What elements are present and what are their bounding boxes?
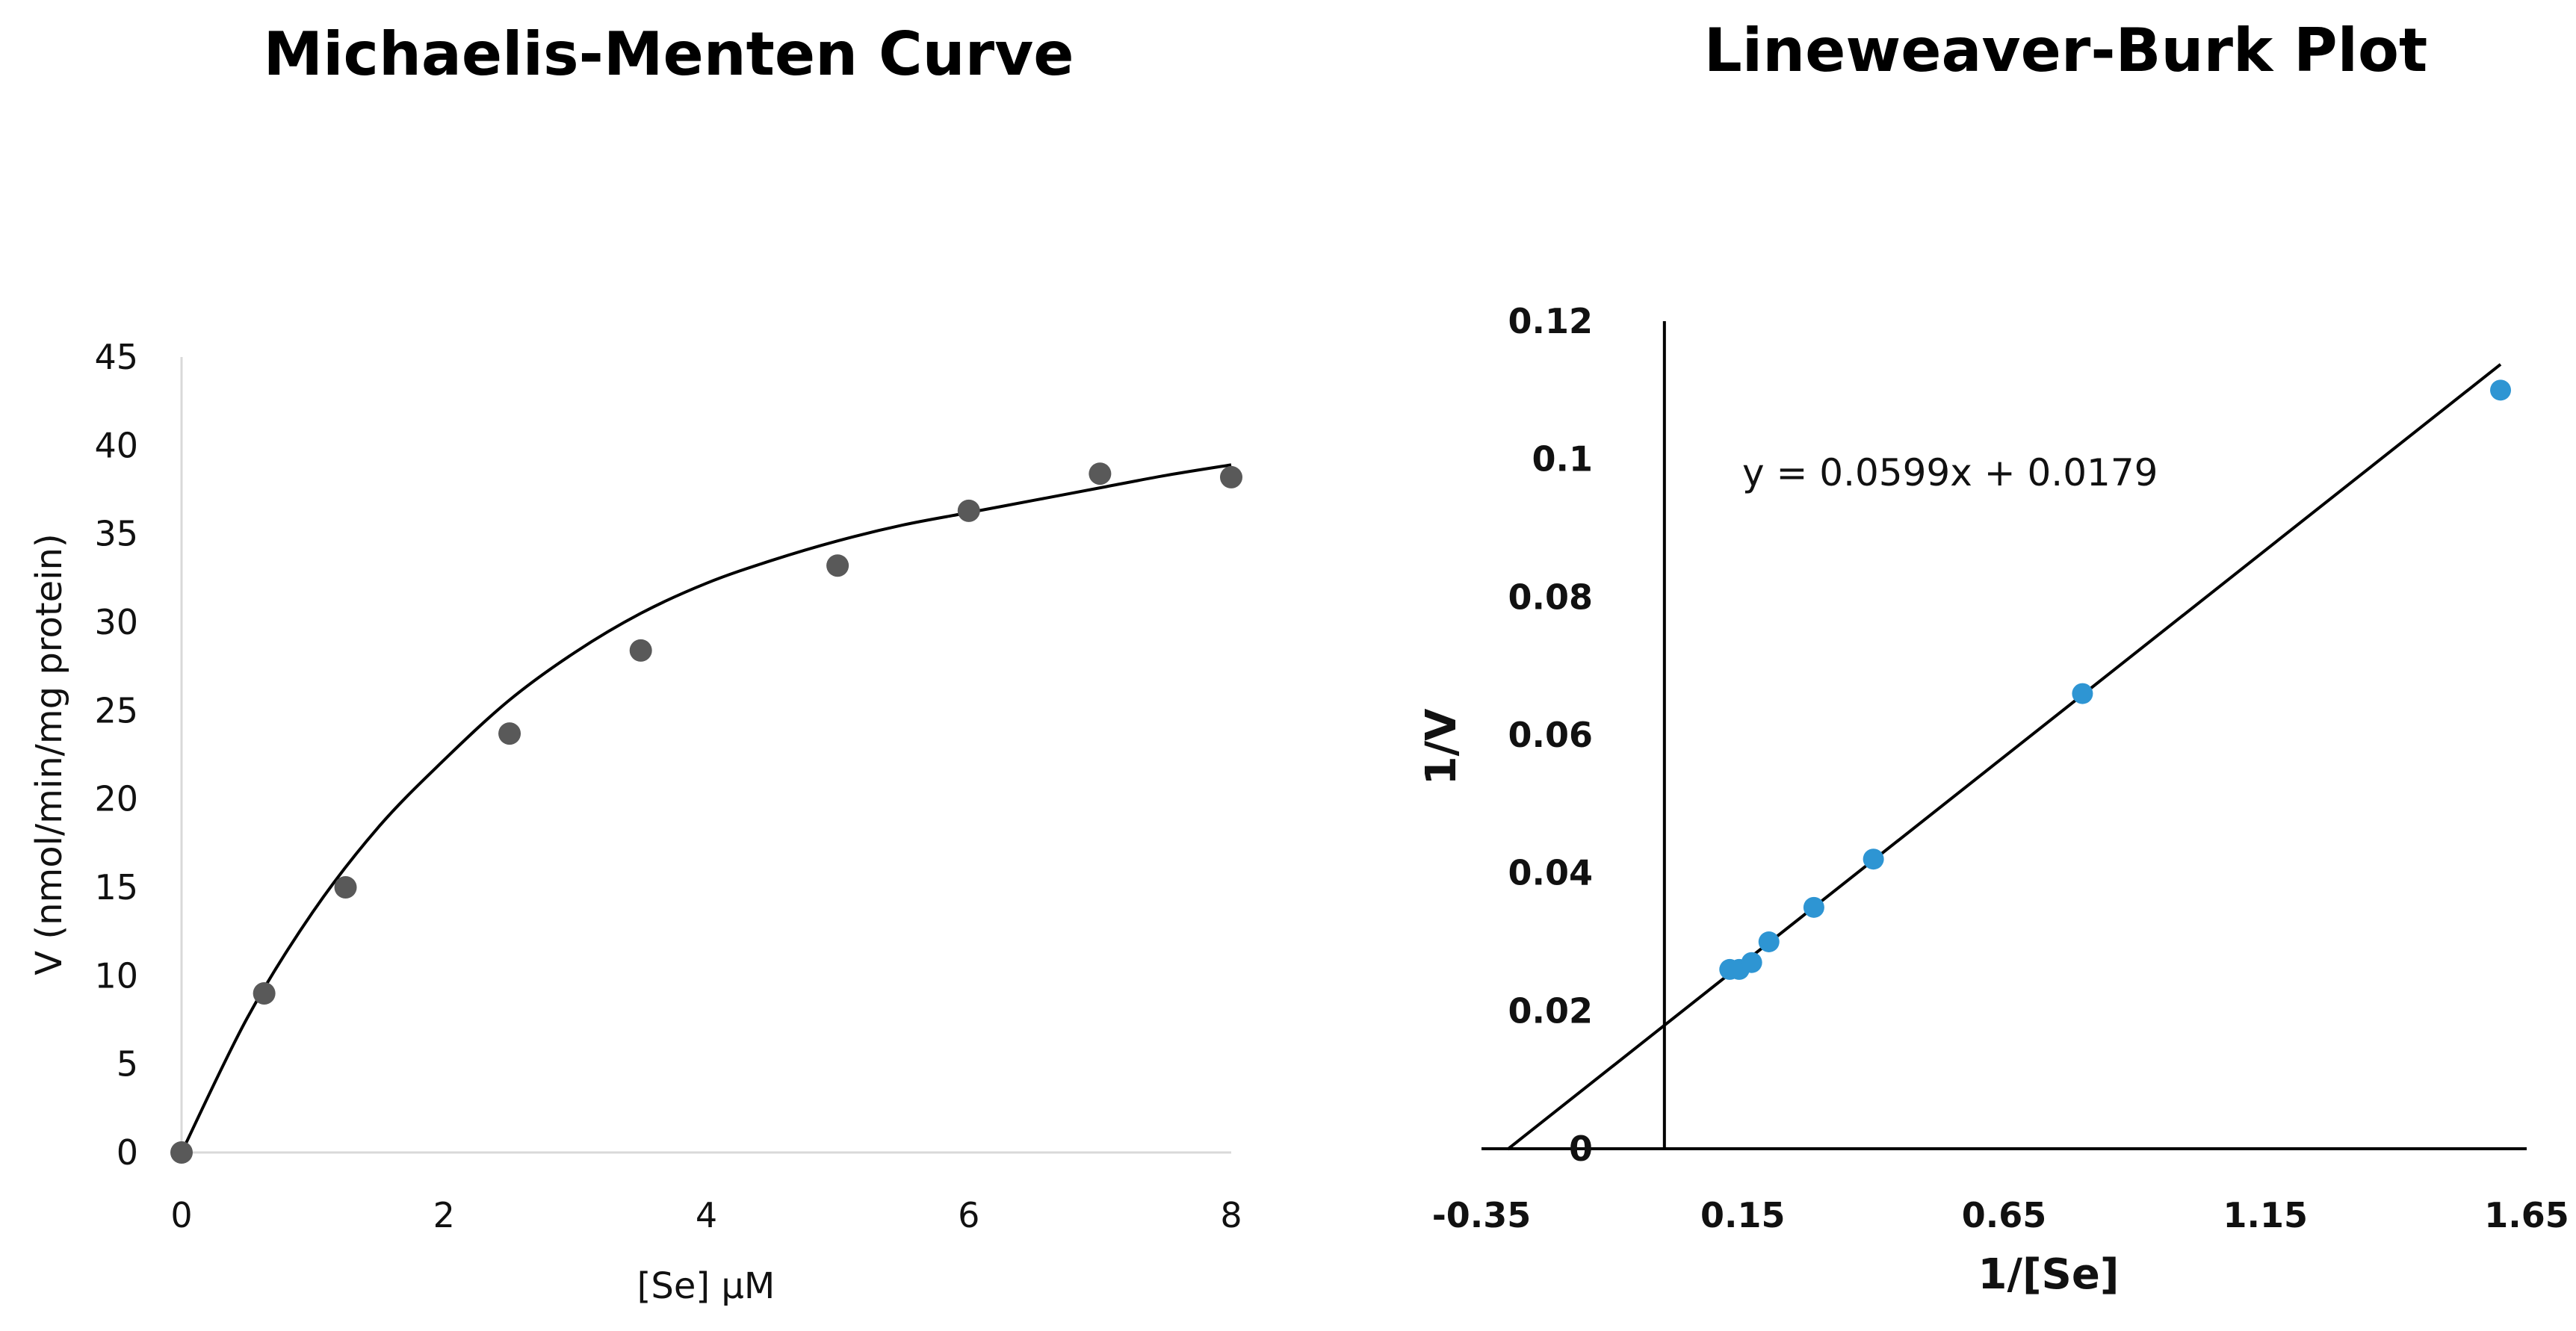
mm-data-point bbox=[629, 639, 652, 662]
mm-x-tick-label: 8 bbox=[1220, 1195, 1242, 1235]
mm-axes bbox=[180, 357, 1231, 1154]
mm-y-tick-label: 35 bbox=[94, 514, 138, 554]
mm-data-point bbox=[170, 1141, 193, 1164]
mm-x-tick-label: 2 bbox=[433, 1195, 455, 1235]
lb-y-ticks: 0 0.02 0.04 0.06 0.08 0.1 0.12 bbox=[1508, 301, 1594, 1169]
mm-data-point bbox=[334, 876, 357, 899]
mm-y-tick-label: 20 bbox=[94, 779, 138, 819]
mm-data-point bbox=[498, 722, 521, 745]
lb-axes bbox=[1481, 321, 2527, 1150]
mm-title: Michaelis-Menten Curve bbox=[264, 19, 1074, 89]
mm-y-axis-label: V (nmol/min/mg protein) bbox=[28, 533, 70, 975]
lb-x-tick-label: -0.35 bbox=[1432, 1195, 1532, 1235]
lb-x-axis-label: 1/[Se] bbox=[1978, 1250, 2120, 1299]
lb-x-tick-label: 0.65 bbox=[1962, 1195, 2047, 1235]
mm-y-tick-label: 10 bbox=[94, 955, 138, 996]
mm-y-tick-label: 40 bbox=[94, 425, 138, 465]
lb-x-ticks: -0.35 0.15 0.65 1.15 1.65 bbox=[1432, 1195, 2569, 1235]
lb-data-point bbox=[2072, 683, 2093, 704]
mm-data-points bbox=[170, 462, 1242, 1164]
mm-x-ticks: 0 2 4 6 8 bbox=[170, 1195, 1242, 1235]
lb-title: Lineweaver-Burk Plot bbox=[1704, 16, 2428, 85]
lb-data-point bbox=[1863, 848, 1884, 870]
lb-x-tick-label: 1.15 bbox=[2223, 1195, 2309, 1235]
lb-y-tick-label: 0.08 bbox=[1508, 577, 1594, 617]
mm-data-point bbox=[1089, 462, 1112, 485]
mm-y-ticks: 0 5 10 15 20 25 30 35 40 45 bbox=[94, 337, 138, 1173]
lb-data-point bbox=[1758, 931, 1780, 952]
lb-y-axis-label: 1/V bbox=[1417, 708, 1466, 785]
mm-y-tick-label: 30 bbox=[94, 602, 138, 642]
lb-x-tick-label: 1.65 bbox=[2484, 1195, 2569, 1235]
lb-x-tick-label: 0.15 bbox=[1700, 1195, 1786, 1235]
lb-equation: y = 0.0599x + 0.0179 bbox=[1742, 451, 2158, 494]
lb-data-point bbox=[1741, 952, 1762, 973]
lb-y-tick-label: 0.1 bbox=[1532, 439, 1594, 480]
mm-y-tick-label: 25 bbox=[94, 690, 138, 730]
mm-data-point bbox=[253, 982, 276, 1005]
mm-x-tick-label: 4 bbox=[696, 1195, 717, 1235]
mm-y-tick-label: 15 bbox=[94, 867, 138, 908]
lb-trendline bbox=[1506, 363, 2502, 1151]
lb-y-tick-label: 0.06 bbox=[1508, 715, 1594, 755]
mm-data-point bbox=[1220, 465, 1242, 488]
lb-y-tick-label: 0.12 bbox=[1508, 301, 1594, 341]
lb-y-tick-label: 0 bbox=[1569, 1129, 1593, 1169]
mm-x-tick-label: 6 bbox=[958, 1195, 979, 1235]
mm-x-tick-label: 0 bbox=[170, 1195, 192, 1235]
lb-data-points bbox=[1719, 379, 2512, 980]
lb-data-point bbox=[1803, 896, 1824, 918]
mm-y-tick-label: 0 bbox=[117, 1132, 138, 1173]
mm-data-point bbox=[826, 554, 849, 577]
mm-x-axis-label: [Se] μM bbox=[637, 1265, 775, 1307]
mm-y-tick-label: 5 bbox=[117, 1044, 138, 1085]
lb-y-tick-label: 0.04 bbox=[1508, 853, 1594, 893]
mm-y-tick-label: 45 bbox=[94, 337, 138, 377]
lb-y-tick-label: 0.02 bbox=[1508, 990, 1594, 1031]
mm-fit-curve bbox=[180, 463, 1232, 1153]
lb-chart: Lineweaver-Burk Plot 0 0.02 0.04 0.06 0.08 0.… bbox=[1417, 16, 2569, 1299]
lb-data-point bbox=[2490, 379, 2512, 401]
mm-chart: Michaelis-Menten Curve 05101520253035404… bbox=[28, 19, 1242, 1307]
mm-data-point bbox=[957, 499, 980, 522]
